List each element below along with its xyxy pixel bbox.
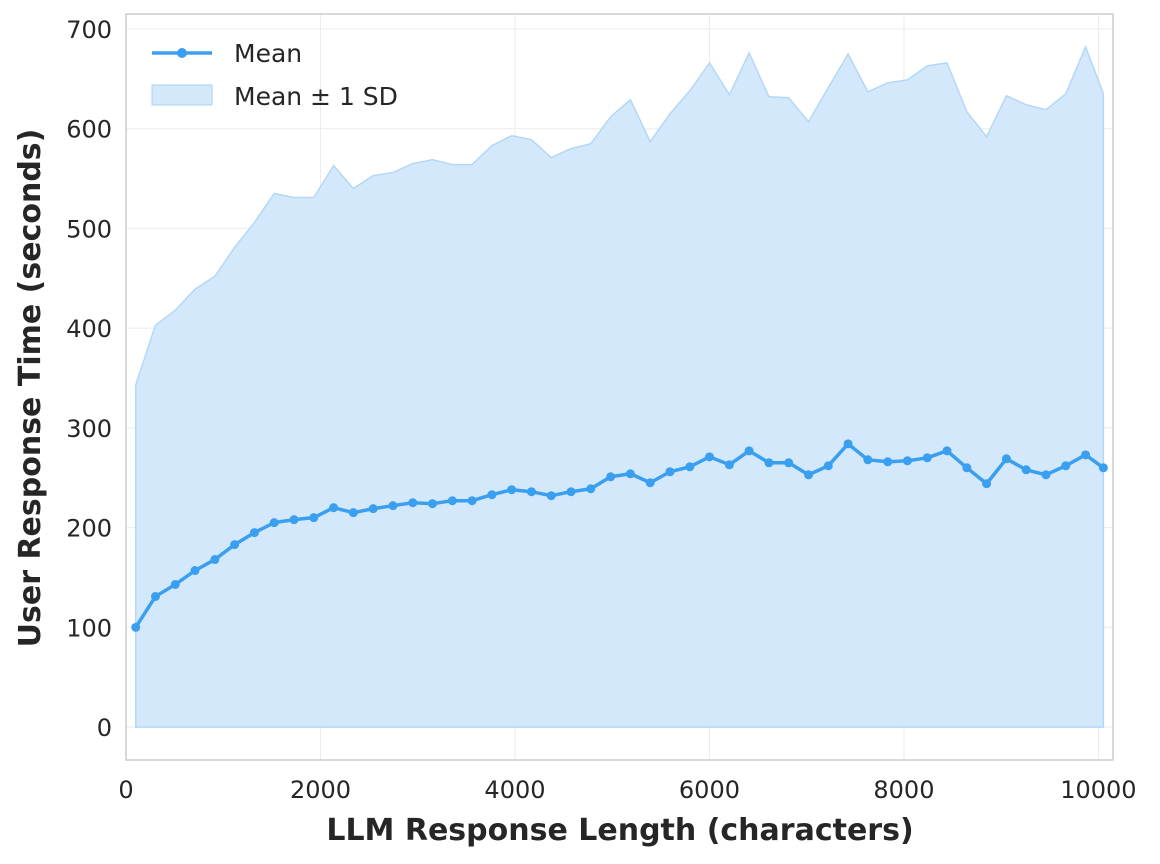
mean-point bbox=[823, 461, 833, 471]
mean-point bbox=[348, 508, 358, 518]
mean-point bbox=[507, 485, 517, 495]
y-tick-label: 600 bbox=[66, 116, 112, 144]
mean-point bbox=[1041, 470, 1051, 480]
legend-band-label: Mean ± 1 SD bbox=[234, 82, 398, 111]
mean-point bbox=[230, 540, 240, 550]
mean-point bbox=[942, 446, 952, 456]
mean-point bbox=[863, 455, 873, 465]
mean-point bbox=[170, 579, 180, 589]
mean-point bbox=[962, 463, 972, 473]
mean-point bbox=[329, 503, 339, 513]
mean-point bbox=[526, 487, 536, 497]
y-tick-label: 100 bbox=[66, 614, 112, 642]
mean-line-layer bbox=[131, 439, 1108, 632]
mean-point bbox=[546, 491, 556, 501]
mean-point bbox=[724, 460, 734, 470]
y-tick-labels: 0 100 200 300 400 500 600 700 bbox=[66, 16, 112, 742]
mean-point bbox=[764, 458, 774, 468]
mean-point bbox=[685, 462, 695, 472]
mean-point bbox=[586, 484, 596, 494]
legend-mean-label: Mean bbox=[234, 39, 302, 68]
mean-point bbox=[843, 439, 853, 449]
legend-mean-marker bbox=[177, 48, 187, 58]
mean-point bbox=[744, 446, 754, 456]
mean-point bbox=[408, 498, 418, 508]
mean-point bbox=[269, 518, 279, 528]
x-tick-label: 4000 bbox=[484, 776, 545, 804]
y-tick-label: 0 bbox=[97, 714, 112, 742]
mean-point bbox=[566, 487, 576, 497]
y-tick-label: 300 bbox=[66, 415, 112, 443]
x-tick-label: 0 bbox=[118, 776, 133, 804]
y-axis-label: User Response Time (seconds) bbox=[13, 129, 48, 648]
mean-point bbox=[982, 479, 992, 489]
mean-point bbox=[1098, 463, 1108, 473]
y-tick-label: 200 bbox=[66, 515, 112, 543]
mean-point bbox=[665, 467, 675, 477]
mean-point bbox=[309, 513, 319, 523]
mean-point bbox=[388, 501, 398, 511]
mean-point bbox=[883, 457, 893, 467]
mean-point bbox=[131, 622, 141, 632]
mean-point bbox=[902, 456, 912, 466]
mean-point bbox=[190, 566, 200, 576]
x-tick-label: 2000 bbox=[290, 776, 351, 804]
mean-point bbox=[705, 452, 715, 462]
x-tick-label: 6000 bbox=[679, 776, 740, 804]
mean-point bbox=[1081, 450, 1091, 460]
x-tick-labels: 0 2000 4000 6000 8000 10000 bbox=[118, 776, 1136, 804]
legend: Mean Mean ± 1 SD bbox=[151, 39, 398, 111]
mean-point bbox=[606, 472, 616, 482]
mean-point bbox=[487, 490, 497, 500]
mean-point bbox=[645, 478, 655, 488]
x-tick-label: 10000 bbox=[1060, 776, 1136, 804]
legend-band-swatch bbox=[151, 84, 213, 106]
mean-point bbox=[289, 515, 299, 525]
mean-point bbox=[210, 555, 220, 565]
plot-frame bbox=[125, 13, 1114, 761]
y-tick-label: 700 bbox=[66, 16, 112, 44]
mean-point bbox=[249, 528, 259, 538]
mean-point bbox=[625, 469, 635, 479]
mean-point bbox=[922, 453, 932, 463]
x-tick-label: 8000 bbox=[873, 776, 934, 804]
y-tick-label: 400 bbox=[66, 315, 112, 343]
mean-point bbox=[784, 458, 794, 468]
mean-point bbox=[804, 470, 814, 480]
sd-band bbox=[134, 44, 1105, 728]
mean-point bbox=[150, 591, 160, 601]
sd-band-layer bbox=[134, 44, 1105, 728]
x-axis-label: LLM Response Length (characters) bbox=[326, 813, 913, 848]
mean-point bbox=[368, 504, 378, 514]
mean-point bbox=[1061, 461, 1071, 471]
y-tick-label: 500 bbox=[66, 215, 112, 243]
mean-point bbox=[1021, 465, 1031, 475]
mean-point bbox=[1001, 454, 1011, 464]
mean-point bbox=[428, 499, 438, 509]
mean-point bbox=[467, 496, 477, 506]
mean-point bbox=[447, 496, 457, 506]
